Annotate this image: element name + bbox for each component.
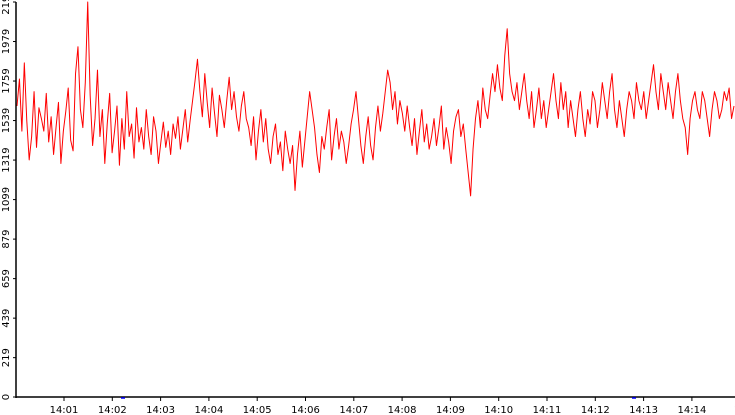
y-tick-label: 1539 xyxy=(1,108,12,133)
y-tick-label: 1759 xyxy=(1,68,12,93)
x-tick-label: 14:09 xyxy=(436,405,465,415)
x-tick-label: 14:12 xyxy=(581,405,610,415)
y-tick-label: 439 xyxy=(1,309,12,328)
y-tick-label: 2199 xyxy=(1,0,12,15)
series-line xyxy=(16,1,735,197)
x-tick-label: 14:06 xyxy=(291,405,320,415)
y-axis: 0 219 439 659 879 1099 1319 1539 1759 1979 2199 xyxy=(1,0,17,400)
y-tick-label: 1099 xyxy=(1,187,12,212)
y-tick-label: 219 xyxy=(1,348,12,367)
x-axis: 14:01 14:02 14:03 14:04 14:05 14:06 14:07 14:08… xyxy=(16,396,735,415)
y-tick-label: 659 xyxy=(1,269,12,288)
x-tick-label: 14:14 xyxy=(677,405,706,415)
x-tick-label: 14:10 xyxy=(484,405,513,415)
x-tick-label: 14:02 xyxy=(98,405,127,415)
x-tick-label: 14:07 xyxy=(339,405,368,415)
y-tick-label: 0 xyxy=(1,394,12,400)
y-tick-label: 879 xyxy=(1,230,12,249)
x-tick-label: 14:13 xyxy=(629,405,658,415)
y-tick-label: 1319 xyxy=(1,147,12,172)
x-tick-label: 14:05 xyxy=(243,405,272,415)
x-tick-label: 14:08 xyxy=(388,405,417,415)
x-tick-label: 14:11 xyxy=(533,405,562,415)
x-tick-label: 14 xyxy=(734,405,735,415)
x-tick-label: 14:04 xyxy=(194,405,223,415)
x-tick-label: 14:01 xyxy=(50,405,79,415)
x-tick-label: 14:03 xyxy=(146,405,175,415)
y-tick-label: 1979 xyxy=(1,29,12,54)
plot-area xyxy=(16,1,735,197)
